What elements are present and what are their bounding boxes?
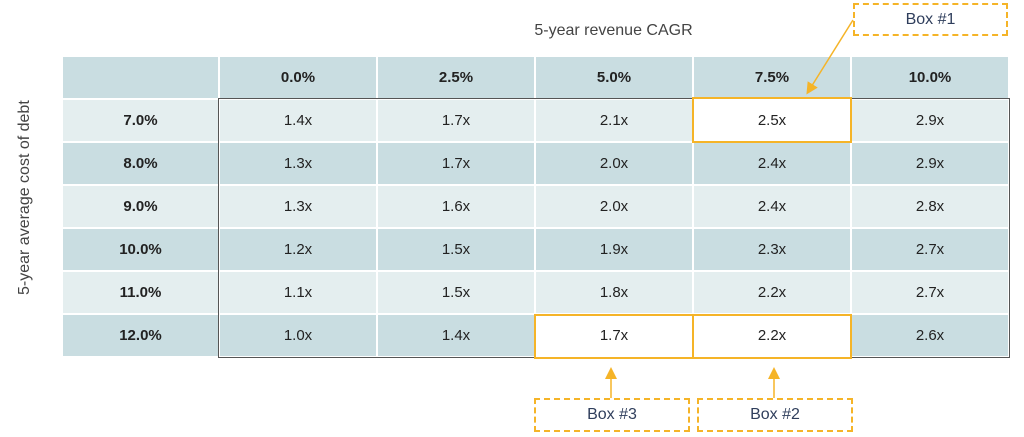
row-header: 7.0%: [61, 98, 220, 143]
table-row: 8.0% 1.3x 1.7x 2.0x 2.4x 2.9x: [61, 141, 1010, 186]
cell: 1.7x: [376, 98, 536, 143]
cell: 1.5x: [376, 227, 536, 272]
cell: 1.8x: [534, 270, 694, 315]
cell: 2.7x: [850, 227, 1010, 272]
column-axis-title: 5-year revenue CAGR: [534, 22, 693, 39]
cell: 1.1x: [218, 270, 378, 315]
cell-box3: 1.7x: [534, 313, 694, 358]
cell: 2.4x: [692, 141, 852, 186]
table-row: 9.0% 1.3x 1.6x 2.0x 2.4x 2.8x: [61, 184, 1010, 229]
table-row: 12.0% 1.0x 1.4x 1.7x 2.2x 2.6x: [61, 313, 1010, 358]
row-header: 12.0%: [61, 313, 220, 358]
cell: 2.6x: [850, 313, 1010, 358]
callout-box2: Box #2: [697, 398, 853, 432]
cell: 1.9x: [534, 227, 694, 272]
cell: 2.0x: [534, 141, 694, 186]
cell: 2.9x: [850, 98, 1010, 143]
sensitivity-table: 0.0% 2.5% 5.0% 7.5% 10.0% 7.0% 1.4x 1.7x…: [61, 55, 1010, 358]
cell: 1.3x: [218, 141, 378, 186]
cell: 2.3x: [692, 227, 852, 272]
cell: 1.2x: [218, 227, 378, 272]
cell: 1.7x: [376, 141, 536, 186]
table-row: 10.0% 1.2x 1.5x 1.9x 2.3x 2.7x: [61, 227, 1010, 272]
row-header: 11.0%: [61, 270, 220, 315]
cell: 2.0x: [534, 184, 694, 229]
column-header: 7.5%: [692, 55, 852, 100]
cell: 2.4x: [692, 184, 852, 229]
arrow-box1: [806, 19, 854, 95]
row-header: 10.0%: [61, 227, 220, 272]
cell: 2.8x: [850, 184, 1010, 229]
row-header: 8.0%: [61, 141, 220, 186]
column-header: 10.0%: [850, 55, 1010, 100]
header-row: 0.0% 2.5% 5.0% 7.5% 10.0%: [61, 55, 1010, 100]
table-row: 11.0% 1.1x 1.5x 1.8x 2.2x 2.7x: [61, 270, 1010, 315]
cell: 2.9x: [850, 141, 1010, 186]
row-header: 9.0%: [61, 184, 220, 229]
cell: 1.3x: [218, 184, 378, 229]
callout-box3: Box #3: [534, 398, 690, 432]
table-row: 7.0% 1.4x 1.7x 2.1x 2.5x 2.9x: [61, 98, 1010, 143]
corner-cell: [61, 55, 220, 100]
callout-box1: Box #1: [853, 3, 1008, 36]
cell: 1.6x: [376, 184, 536, 229]
cell-box1: 2.5x: [692, 98, 852, 143]
cell: 1.5x: [376, 270, 536, 315]
cell: 2.2x: [692, 270, 852, 315]
cell: 2.7x: [850, 270, 1010, 315]
cell: 2.1x: [534, 98, 694, 143]
column-header: 5.0%: [534, 55, 694, 100]
cell: 1.4x: [376, 313, 536, 358]
cell: 1.0x: [218, 313, 378, 358]
cell: 1.4x: [218, 98, 378, 143]
cell-box2: 2.2x: [692, 313, 852, 358]
